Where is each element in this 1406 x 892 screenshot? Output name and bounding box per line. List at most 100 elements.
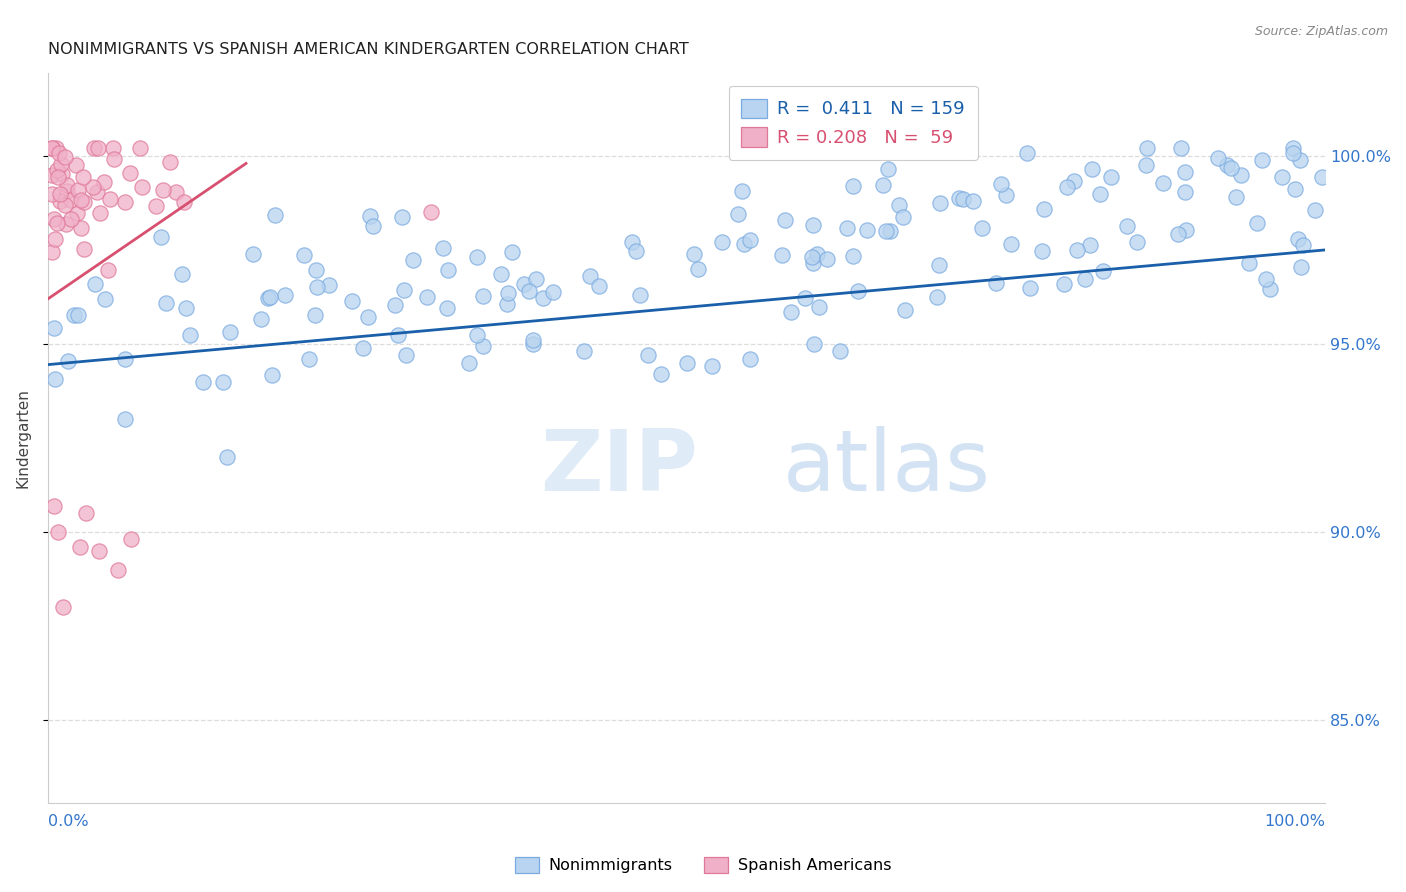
Text: 0.0%: 0.0% — [48, 814, 89, 829]
Point — [541, 285, 564, 300]
Point — [1081, 162, 1104, 177]
Point — [114, 352, 136, 367]
Y-axis label: Kindergarten: Kindergarten — [15, 388, 30, 488]
Point — [990, 177, 1012, 191]
Point — [103, 152, 125, 166]
Point — [41, 245, 63, 260]
Point — [1091, 264, 1114, 278]
Point — [1271, 169, 1294, 184]
Point — [69, 540, 91, 554]
Point — [73, 242, 96, 256]
Point — [120, 533, 142, 547]
Point — [402, 252, 425, 267]
Point — [46, 169, 69, 184]
Point — [392, 283, 415, 297]
Point — [48, 187, 70, 202]
Point — [872, 178, 894, 192]
Point — [1099, 170, 1122, 185]
Point — [808, 300, 831, 314]
Point — [1032, 202, 1054, 216]
Point — [97, 262, 120, 277]
Point — [304, 308, 326, 322]
Point — [352, 341, 374, 355]
Point — [1289, 153, 1312, 168]
Point — [801, 218, 824, 232]
Point — [152, 183, 174, 197]
Point — [42, 212, 65, 227]
Point — [51, 167, 73, 181]
Point — [1289, 260, 1312, 274]
Point — [887, 198, 910, 212]
Point — [682, 247, 704, 261]
Point — [875, 224, 897, 238]
Point — [56, 184, 79, 198]
Point — [1246, 216, 1268, 230]
Point — [501, 245, 523, 260]
Point — [262, 368, 284, 383]
Point — [307, 279, 329, 293]
Point — [835, 221, 858, 235]
Point — [700, 359, 723, 374]
Point — [70, 193, 93, 207]
Point — [432, 241, 454, 255]
Point — [628, 288, 651, 302]
Point — [44, 499, 66, 513]
Point — [1136, 141, 1159, 155]
Point — [817, 252, 839, 266]
Point — [93, 176, 115, 190]
Point — [172, 267, 194, 281]
Point — [211, 375, 233, 389]
Point — [471, 339, 494, 353]
Point — [86, 185, 108, 199]
Point — [675, 356, 697, 370]
Point — [1073, 271, 1095, 285]
Point — [780, 305, 803, 319]
Point — [1088, 187, 1111, 202]
Point — [55, 198, 77, 212]
Point — [242, 247, 264, 261]
Point — [56, 354, 79, 368]
Point — [1175, 223, 1198, 237]
Point — [101, 141, 124, 155]
Point — [437, 263, 460, 277]
Point — [740, 351, 762, 366]
Point — [513, 277, 536, 292]
Point — [69, 220, 91, 235]
Point — [60, 193, 83, 207]
Point — [948, 191, 970, 205]
Point — [1282, 146, 1305, 161]
Point — [1115, 219, 1137, 233]
Point — [395, 348, 418, 362]
Point — [928, 258, 950, 272]
Point — [893, 302, 915, 317]
Text: NONIMMIGRANTS VS SPANISH AMERICAN KINDERGARTEN CORRELATION CHART: NONIMMIGRANTS VS SPANISH AMERICAN KINDER… — [48, 42, 689, 57]
Point — [733, 236, 755, 251]
Point — [801, 256, 824, 270]
Point — [41, 141, 63, 155]
Text: 100.0%: 100.0% — [1264, 814, 1324, 829]
Point — [48, 194, 70, 208]
Point — [842, 249, 865, 263]
Point — [75, 506, 97, 520]
Point — [1015, 145, 1038, 160]
Point — [114, 412, 136, 426]
Point — [274, 288, 297, 302]
Point — [176, 301, 198, 316]
Point — [465, 251, 488, 265]
Point — [846, 284, 869, 298]
Point — [98, 192, 121, 206]
Point — [1053, 277, 1076, 292]
Point — [60, 211, 83, 226]
Point — [179, 328, 201, 343]
Point — [1080, 238, 1102, 252]
Point — [150, 229, 173, 244]
Point — [318, 277, 340, 292]
Point — [1258, 282, 1281, 296]
Point — [738, 233, 761, 247]
Point — [292, 248, 315, 262]
Point — [1303, 202, 1326, 217]
Point — [962, 194, 984, 208]
Point — [420, 205, 443, 219]
Point — [55, 217, 77, 231]
Point — [264, 208, 287, 222]
